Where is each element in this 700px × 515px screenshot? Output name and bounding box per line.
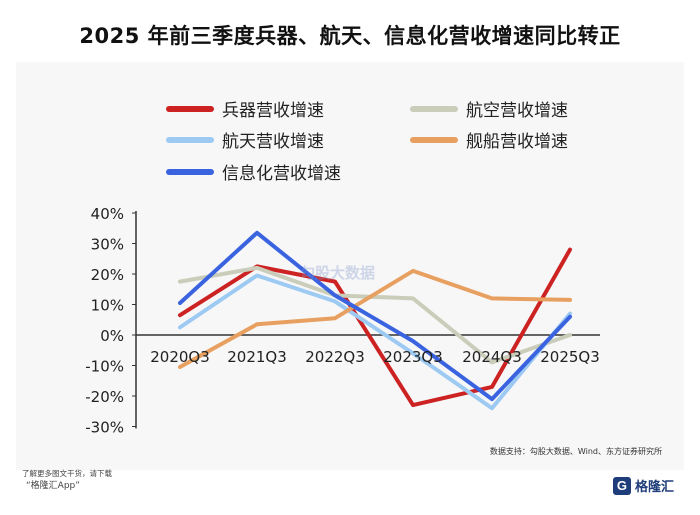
legend-label: 航天营收增速 [222,132,324,152]
y-tick-label: 40% [91,205,124,223]
legend-item: 航空营收增速 [410,96,568,121]
source-note: 数据支持：勾股大数据、Wind、东方证券研究所 [489,447,662,456]
legend-swatch [166,105,214,112]
legend-label: 舰船营收增速 [466,132,568,152]
legend-swatch [166,136,214,143]
legend-label: 信息化营收增速 [222,164,341,184]
y-tick-label: -10% [85,358,124,376]
watermark: 勾股大数据 [300,264,376,282]
legend-swatch [166,168,214,175]
legend-item: 舰船营收增速 [410,127,568,152]
series-line [178,265,572,365]
footnote-app-name: “格隆汇App” [26,481,80,491]
series-line [178,268,572,369]
x-tick-label: 2020Q3 [150,348,210,366]
x-tick-label: 2021Q3 [227,348,287,366]
footnote: 了解更多图文干货，请下载 “格隆汇App” [22,468,112,492]
logo-icon: G [612,476,631,495]
legend-label: 兵器营收增速 [222,101,324,121]
legend-swatch [410,136,458,143]
x-tick-label: 2024Q3 [462,348,522,366]
footnote-line1: 了解更多图文干货，请下载 [22,469,112,478]
y-tick-label: -30% [85,419,124,437]
logo-text: 格隆汇 [634,480,674,495]
y-tick-label: 0% [100,327,124,345]
y-tick-label: 30% [91,236,124,254]
series-line [178,230,572,402]
legend-item: 航天营收增速 [166,127,324,152]
x-tick-label: 2022Q3 [305,348,365,366]
legend-label: 航空营收增速 [466,101,568,121]
legend-item: 信息化营收增速 [166,159,341,184]
legend-item: 兵器营收增速 [166,96,324,121]
y-tick-label: 10% [91,297,124,315]
series-line [178,273,572,411]
legend-swatch [410,105,458,112]
y-tick-label: 20% [91,266,124,284]
x-tick-label: 2025Q3 [540,348,600,366]
series-line [178,247,572,408]
chart-card [16,62,684,470]
x-tick-label: 2023Q3 [383,348,443,366]
y-tick-label: -20% [85,388,124,406]
brand-logo: G 格隆汇 [612,476,674,495]
chart-title: 2025 年前三季度兵器、航天、信息化营收增速同比转正 [79,24,621,48]
